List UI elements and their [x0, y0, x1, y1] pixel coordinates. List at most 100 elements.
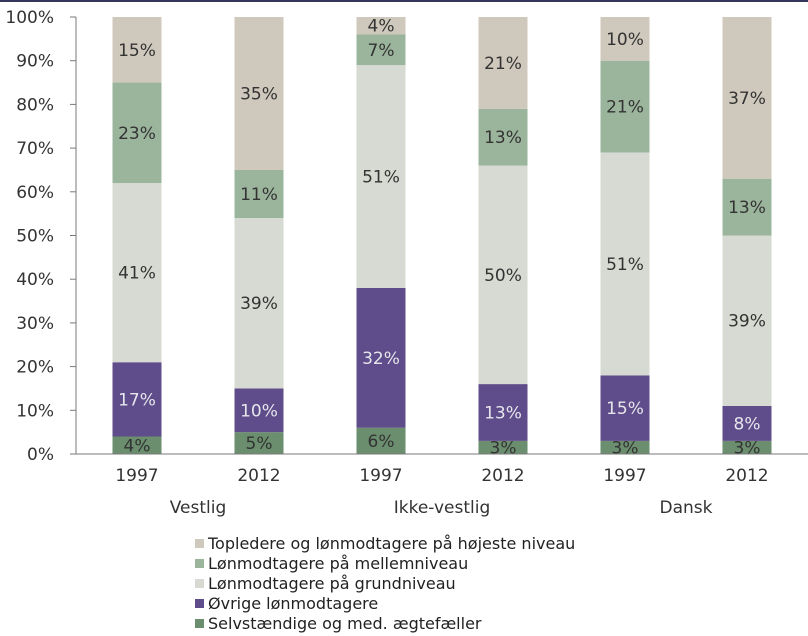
bar-segment	[356, 427, 406, 454]
x-tick-label: 1997	[115, 466, 158, 486]
y-tick-label: 100%	[5, 8, 54, 28]
y-tick-label: 30%	[16, 314, 54, 334]
data-label: 4%	[124, 436, 151, 456]
legend-item: Lønmodtagere på mellemniveau	[195, 553, 575, 573]
plot-area	[112, 17, 772, 454]
bar-segment	[478, 165, 528, 385]
bar-segment	[722, 405, 772, 441]
data-label: 13%	[484, 128, 522, 148]
x-tick-label: 2012	[481, 466, 524, 486]
data-label: 51%	[606, 255, 644, 275]
legend-swatch	[195, 598, 204, 608]
bar-segment	[356, 34, 406, 66]
data-label: 13%	[484, 403, 522, 423]
y-tick-label: 20%	[16, 358, 54, 378]
legend-swatch	[195, 618, 204, 628]
data-label: 39%	[240, 294, 278, 314]
y-tick-label: 70%	[16, 139, 54, 159]
legend-swatch	[195, 538, 204, 548]
bar-segment	[112, 17, 162, 83]
group-label: Ikke-vestlig	[394, 498, 491, 518]
bar-segment	[112, 183, 162, 363]
data-label: 5%	[246, 434, 273, 454]
bar-segment	[600, 60, 650, 153]
legend-label: Lønmodtagere på grundniveau	[208, 573, 456, 593]
data-label: 6%	[368, 432, 395, 452]
legend-item: Selvstændige og med. ægtefæller	[195, 613, 575, 633]
y-tick-label: 50%	[16, 227, 54, 247]
legend-label: Lønmodtagere på mellemniveau	[208, 553, 469, 573]
bar-segment	[600, 375, 650, 441]
data-label: 15%	[606, 399, 644, 419]
bar-segment	[112, 362, 162, 437]
legend-swatch	[195, 578, 204, 588]
x-axis: 1997 2012 1997 2012 1997 2012 Vestlig Ikke-vest…	[76, 453, 808, 518]
data-label: 50%	[484, 266, 522, 286]
data-label: 21%	[606, 98, 644, 118]
bar-segment	[112, 82, 162, 184]
bar-segment	[478, 384, 528, 441]
legend-item: Lønmodtagere på grundniveau	[195, 573, 575, 593]
data-label: 4%	[368, 17, 395, 37]
data-label: 3%	[734, 438, 761, 458]
x-tick-label: 1997	[603, 466, 646, 486]
legend-item: Topledere og lønmodtagere på højeste niv…	[195, 533, 575, 553]
data-label: 15%	[118, 41, 156, 61]
data-label: 41%	[118, 264, 156, 284]
legend-label: Topledere og lønmodtagere på højeste niv…	[208, 533, 576, 553]
bar-segment	[600, 440, 650, 454]
bar-segment	[234, 388, 284, 433]
bar-segment	[234, 17, 284, 170]
data-label: 21%	[484, 54, 522, 74]
bar-segment	[112, 436, 162, 454]
data-label: 10%	[240, 401, 278, 421]
bar-segment	[234, 169, 284, 219]
group-label: Vestlig	[170, 498, 227, 518]
y-tick-label: 90%	[16, 52, 54, 72]
bar-segment	[722, 17, 772, 179]
data-label: 35%	[240, 84, 278, 104]
bar-segment	[722, 440, 772, 454]
bar-segment	[478, 440, 528, 454]
data-label: 7%	[368, 41, 395, 61]
data-label: 11%	[240, 185, 278, 205]
data-label: 13%	[728, 198, 766, 218]
data-label: 51%	[362, 168, 400, 188]
data-label: 3%	[490, 438, 517, 458]
data-label: 37%	[728, 89, 766, 109]
bar-segment	[234, 432, 284, 454]
bar-segment	[600, 152, 650, 376]
x-tick-label: 2012	[237, 466, 280, 486]
group-label: Dansk	[660, 498, 713, 518]
bar-segment	[356, 287, 406, 428]
y-tick-label: 10%	[16, 401, 54, 421]
data-label: 10%	[606, 30, 644, 50]
bar-segment	[722, 178, 772, 236]
data-label: 23%	[118, 124, 156, 144]
bar-segment	[234, 218, 284, 389]
legend-item: Øvrige lønmodtagere	[195, 593, 575, 613]
data-labels: 4% 17% 41% 23% 15% 5% 10% 39% 11% 35% 6% 32% 51% 7% 4%…	[118, 17, 766, 459]
bar-segment	[722, 235, 772, 406]
bar-segment	[478, 108, 528, 166]
legend-label: Selvstændige og med. ægtefæller	[208, 613, 482, 633]
bar-segment	[356, 65, 406, 288]
data-label: 3%	[612, 438, 639, 458]
legend-swatch	[195, 558, 204, 568]
y-axis: 0% 10% 20% 30% 40% 50% 60% 70% 80% 90% 100%	[5, 8, 77, 465]
x-tick-label: 1997	[359, 466, 402, 486]
x-tick-label: 2012	[725, 466, 768, 486]
bar-segment	[356, 17, 406, 35]
data-label: 32%	[362, 349, 400, 369]
data-label: 17%	[118, 390, 156, 410]
data-label: 8%	[734, 414, 761, 434]
y-tick-label: 40%	[16, 270, 54, 290]
bar-segment	[478, 17, 528, 109]
bar-segment	[600, 17, 650, 61]
legend-label: Øvrige lønmodtagere	[208, 593, 379, 613]
data-label: 39%	[728, 312, 766, 332]
y-tick-label: 60%	[16, 183, 54, 203]
top-border-line	[0, 0, 808, 2]
y-tick-label: 80%	[16, 95, 54, 115]
